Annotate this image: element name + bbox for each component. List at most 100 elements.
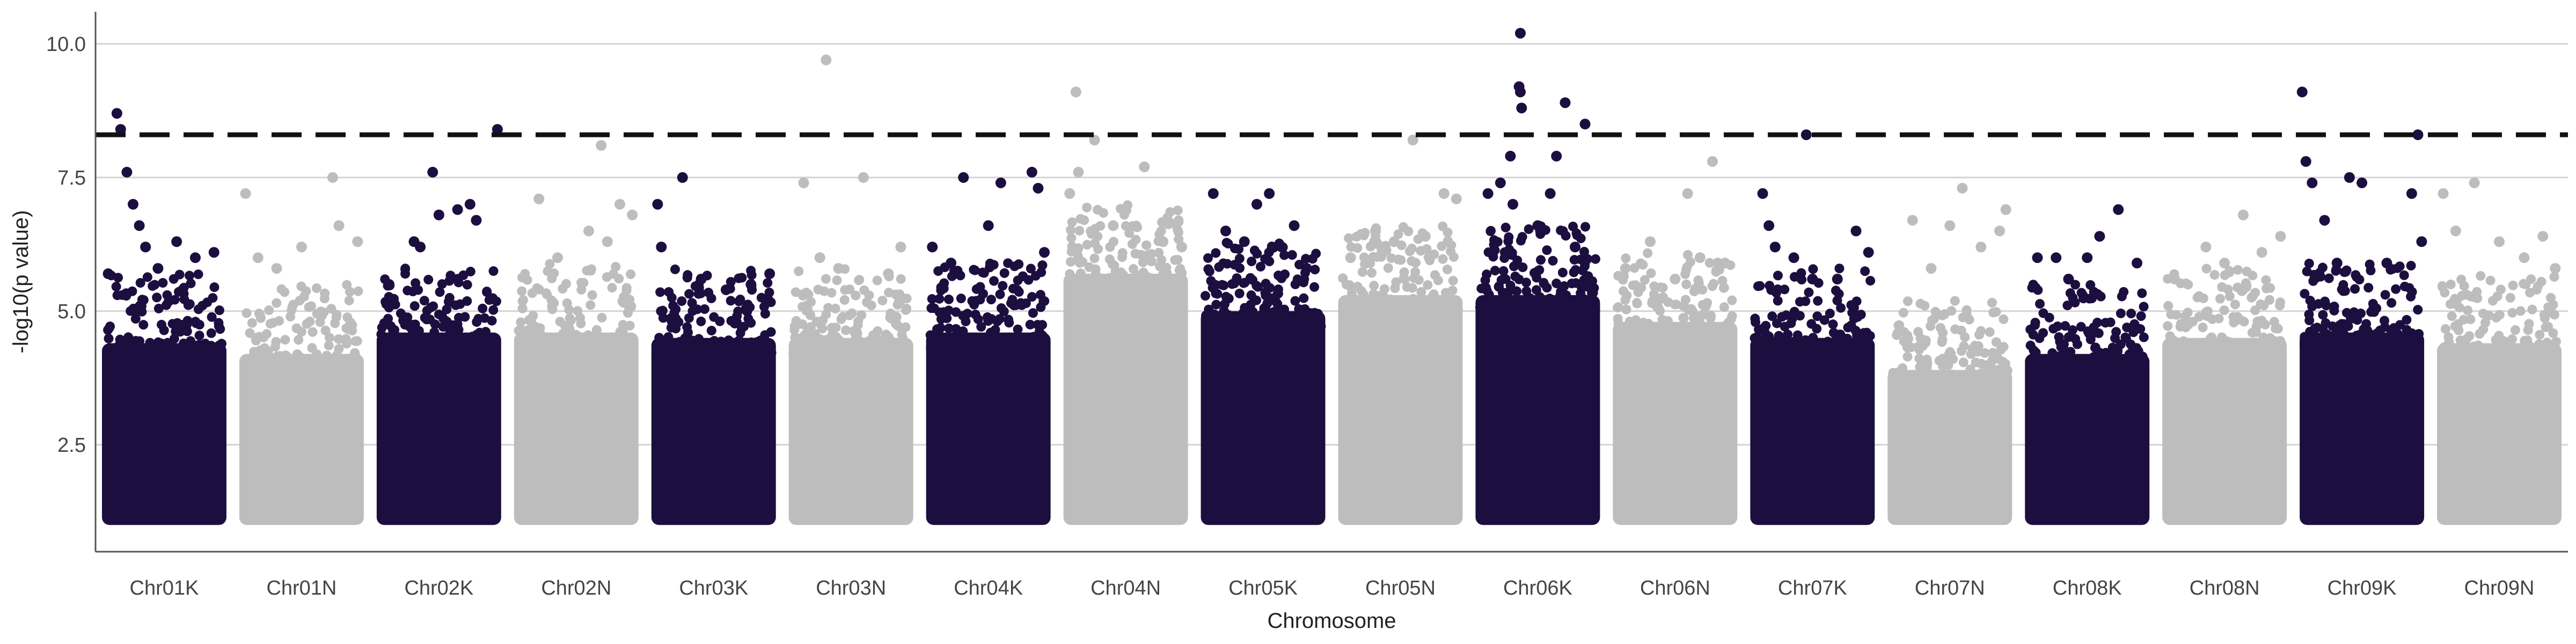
snp-point: [342, 280, 352, 290]
snp-peak-point: [127, 199, 138, 210]
snp-point: [1582, 280, 1592, 290]
snp-point: [2318, 324, 2328, 334]
snp-peak-point: [602, 236, 613, 247]
snp-point: [2413, 305, 2423, 315]
snp-point: [2505, 354, 2515, 364]
snp-point: [1505, 280, 1516, 290]
snp-point: [204, 350, 214, 361]
snp-point: [1958, 357, 1968, 368]
snp-point: [2139, 302, 2149, 312]
snp-point: [1806, 349, 1816, 359]
snp-point: [726, 277, 736, 287]
snp-point: [925, 330, 935, 340]
snp-point: [428, 301, 438, 311]
snp-point: [1980, 348, 1990, 358]
snp-peak-point: [2381, 258, 2392, 269]
snp-point: [1004, 318, 1014, 328]
snp-point: [341, 357, 351, 367]
snp-point: [430, 343, 440, 354]
snp-point: [2338, 280, 2348, 290]
snp-peak-point: [983, 220, 994, 231]
snp-point: [877, 295, 888, 305]
snp-point: [621, 286, 632, 296]
snp-point: [763, 278, 773, 288]
snp-point: [549, 268, 559, 279]
snp-point: [1582, 306, 1592, 316]
snp-point: [1692, 311, 1702, 321]
snp-point: [821, 274, 831, 284]
snp-point: [2199, 342, 2209, 352]
snp-point: [2363, 283, 2374, 293]
snp-point: [1393, 302, 1403, 312]
snp-point: [1235, 263, 1245, 273]
snp-point: [1974, 330, 1985, 340]
snp-point: [1385, 304, 1395, 314]
snp-peak-point: [677, 172, 688, 183]
snp-point: [2275, 301, 2285, 311]
snp-point: [2239, 317, 2249, 327]
snp-point: [1203, 264, 1213, 274]
snp-point: [193, 304, 203, 314]
snp-point: [690, 349, 700, 359]
snp-peak-point: [1158, 236, 1169, 247]
snp-point: [437, 310, 447, 320]
snp-peak-point: [614, 199, 625, 210]
snp-point: [1245, 308, 1255, 318]
snp-peak-point: [1944, 220, 1956, 231]
snp-point: [1795, 297, 1805, 307]
snp-point: [460, 312, 470, 322]
snp-peak-point: [1039, 247, 1050, 258]
snp-point: [2350, 284, 2360, 294]
snp-point: [280, 354, 290, 364]
snp-peak-point: [2237, 209, 2249, 221]
snp-point: [1078, 257, 1088, 267]
snp-point: [518, 295, 528, 305]
snp-point: [680, 333, 690, 343]
snp-point: [951, 307, 961, 317]
snp-point: [862, 297, 872, 308]
snp-point: [292, 349, 302, 359]
snp-point: [1585, 295, 1596, 305]
snp-point: [148, 340, 158, 350]
snp-point: [1107, 278, 1117, 288]
snp-point: [116, 339, 127, 349]
snp-point: [1174, 234, 1184, 244]
snp-point: [1971, 357, 1981, 368]
snp-point: [813, 284, 823, 295]
snp-point: [699, 304, 709, 314]
snp-point: [1221, 238, 1232, 248]
snp-point: [1567, 279, 1577, 289]
snp-point: [597, 312, 607, 323]
snp-point: [719, 349, 729, 359]
snp-point: [2478, 309, 2488, 319]
snp-peak-point: [384, 279, 395, 290]
snp-point: [105, 321, 115, 332]
snp-peak-point: [596, 140, 607, 151]
snp-point: [2300, 332, 2310, 342]
snp-point: [535, 342, 545, 353]
snp-point: [801, 348, 811, 358]
snp-point: [1572, 230, 1582, 240]
snp-point: [1548, 255, 1558, 266]
snp-point: [139, 354, 149, 364]
snp-point: [2073, 362, 2083, 372]
snp-point: [2543, 321, 2553, 332]
chromosome-body-Chr09N: [2437, 343, 2562, 525]
snp-point: [1995, 374, 2005, 384]
snp-peak-point: [1850, 225, 1862, 237]
snp-point: [611, 262, 621, 272]
snp-point: [609, 343, 619, 354]
snp-point: [1865, 276, 1876, 286]
snp-point: [2472, 293, 2483, 303]
snp-point: [1099, 208, 1109, 218]
snp-point: [1615, 323, 1625, 333]
snp-peak-point: [2307, 177, 2318, 188]
snp-point: [2124, 349, 2134, 360]
snp-point: [162, 290, 172, 300]
snp-point: [806, 322, 816, 332]
snp-point: [1448, 276, 1458, 286]
snp-point: [1443, 236, 1453, 246]
snp-point: [1631, 318, 1642, 328]
snp-point: [542, 289, 552, 299]
snp-peak-point: [433, 209, 444, 221]
